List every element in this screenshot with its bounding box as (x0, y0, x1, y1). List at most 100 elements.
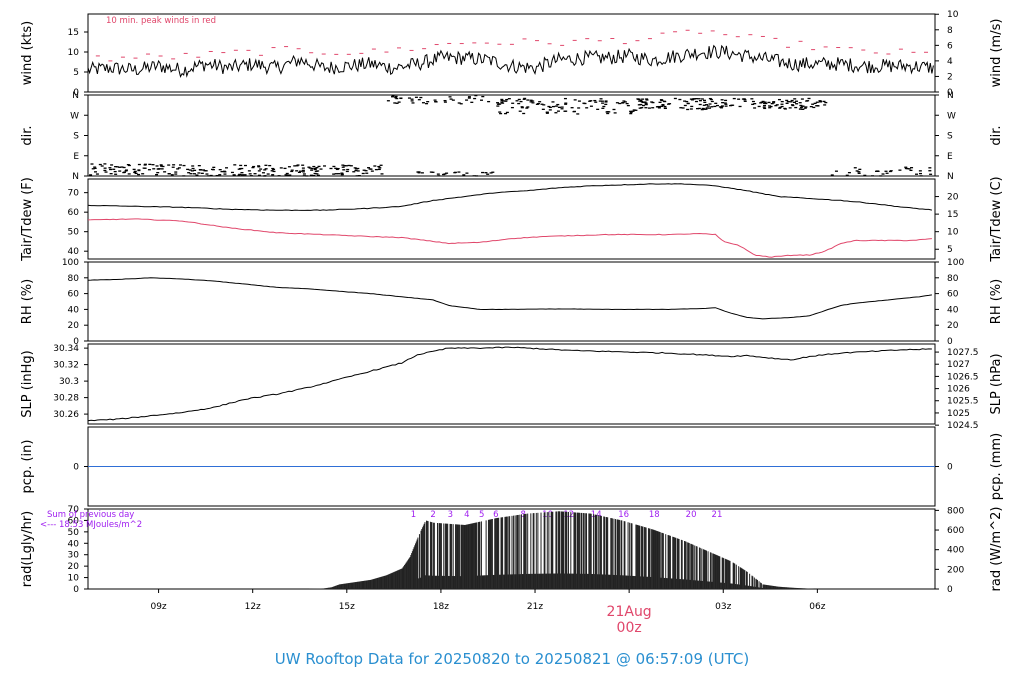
wind-direction-point (334, 173, 338, 175)
rad-bar (730, 583, 732, 589)
wind-direction-point (632, 109, 636, 111)
rad-bar (371, 579, 373, 589)
wind-direction-point (243, 164, 247, 167)
wind-direction-point (685, 100, 689, 103)
wind-direction-point (126, 163, 130, 166)
rad-bar (506, 516, 508, 589)
wind-direction-point (340, 174, 344, 176)
rad-bar (324, 588, 326, 589)
x-tick-label: 15z (339, 602, 355, 612)
rad-bar (491, 519, 493, 589)
rad-bar (733, 563, 735, 589)
rad-bar (732, 562, 734, 589)
wind-direction-point (637, 104, 641, 106)
rad-bar (544, 512, 546, 589)
rad-bar (698, 580, 700, 589)
wind-direction-point (352, 171, 356, 173)
temp-ylabel: Tair/Tdew (F) (20, 177, 35, 262)
rad-bar (451, 576, 453, 589)
rad-bar (556, 511, 558, 589)
rad-bar (674, 537, 676, 589)
wind-direction-point (762, 106, 766, 108)
rad-bar (567, 573, 569, 589)
wind-direction-point (346, 168, 350, 171)
wind-direction-point (316, 174, 320, 177)
rad-bar (491, 519, 493, 589)
x-date-sublabel: 00z (617, 620, 642, 636)
rad-bar (604, 574, 606, 589)
wind-direction-point (419, 96, 423, 99)
wind-direction-point (109, 168, 113, 171)
dir-left-tick-label: N (72, 91, 79, 101)
rad-bar (753, 586, 755, 589)
wind-direction-point (449, 98, 453, 100)
wind-direction-point (200, 172, 204, 174)
rad-bar (570, 512, 572, 589)
wind-direction-point (295, 165, 299, 167)
rad-bar (769, 585, 771, 589)
rad-bar (461, 524, 463, 589)
wind-direction-point (206, 175, 210, 177)
rad-bar (487, 519, 489, 589)
wind-direction-point (792, 101, 796, 104)
rad-bar (710, 552, 712, 589)
wind-direction-point (720, 105, 724, 107)
rad-bar (531, 573, 533, 589)
wind-direction-point (689, 108, 693, 110)
rad-bar (426, 520, 428, 589)
wind-direction-point (209, 174, 213, 177)
rad-bar (569, 573, 571, 589)
wind-direction-point (301, 169, 305, 171)
wind-direction-point (233, 164, 237, 166)
rad-bar (546, 512, 548, 589)
rad-bar (697, 580, 699, 589)
rad-bar (804, 588, 806, 589)
rad-bar (425, 575, 427, 589)
wind-direction-point (353, 167, 357, 169)
slp-right-tick-label: 1024.5 (947, 421, 979, 431)
rad-bar (744, 570, 746, 589)
rad-bar (624, 521, 626, 589)
rad-bar (387, 574, 389, 589)
rad-bar (665, 534, 667, 589)
wind-direction-point (399, 97, 403, 100)
rad-bar (357, 581, 359, 589)
wind-direction-point (625, 102, 629, 105)
rh-left-tick-label: 0 (73, 337, 79, 347)
rad-bar (428, 575, 430, 589)
wind-ylabel-right: wind (m/s) (989, 19, 1004, 88)
rad-bar (437, 575, 439, 589)
rad-bar (801, 588, 803, 589)
rad-bar (327, 587, 329, 589)
wind-direction-point (238, 173, 242, 176)
rad-bar (563, 511, 565, 589)
wind-direction-point (122, 166, 126, 169)
wind-direction-point (174, 173, 178, 175)
rad-bar (568, 573, 570, 589)
rad-bar (366, 580, 368, 589)
wind-direction-point (374, 168, 378, 171)
wind-direction-point (104, 171, 108, 173)
wind-direction-point (804, 106, 808, 108)
wind-direction-point (639, 103, 643, 106)
dir-left-tick-label: S (73, 132, 79, 142)
wind-direction-point (448, 96, 452, 98)
rad-bar (467, 524, 469, 589)
slp-ylabel: SLP (inHg) (20, 350, 35, 418)
wind-left-tick-label: 5 (73, 68, 79, 78)
wind-direction-point (780, 103, 784, 105)
rad-bar (743, 569, 745, 589)
slp-left-tick-label: 30.32 (53, 361, 79, 371)
wind-direction-point (770, 102, 774, 105)
wind-direction-point (197, 165, 201, 167)
rad-bar (386, 575, 388, 589)
wind-direction-point (570, 107, 574, 109)
wind-direction-point (639, 99, 643, 102)
rad-hour-label: 18 (649, 510, 660, 520)
wind-direction-point (706, 105, 710, 107)
rad-bar (650, 576, 652, 589)
rad-bar (424, 522, 426, 589)
wind-direction-point (741, 98, 745, 100)
wind-direction-point (545, 112, 549, 114)
